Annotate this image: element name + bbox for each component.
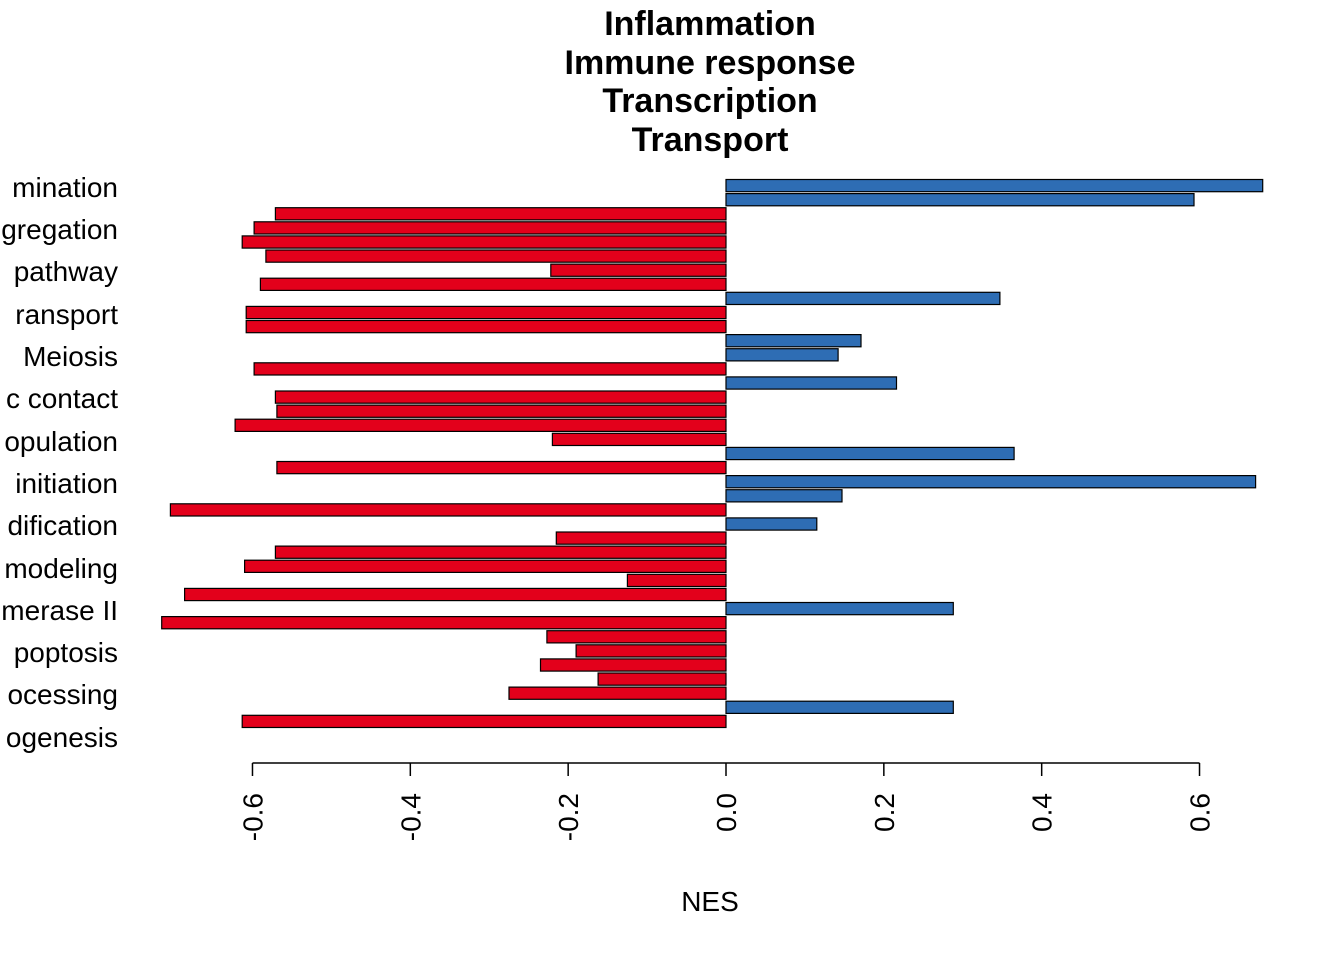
- bar-negative: [539, 658, 727, 672]
- bar-positive: [725, 291, 1001, 306]
- bar-negative: [274, 390, 727, 404]
- bar-positive: [725, 334, 862, 348]
- bar-positive: [725, 489, 843, 503]
- category-labels: mination gregation pathway ransport Meiosis c…: [1, 172, 118, 753]
- x-tick-label: -0.2: [553, 793, 584, 841]
- bar-positive: [725, 475, 1257, 489]
- category-label: mination: [12, 172, 118, 203]
- bar-negative: [550, 263, 727, 277]
- x-tick-label: 0.0: [711, 793, 742, 832]
- bars: [161, 178, 1264, 729]
- category-label: opulation: [4, 426, 118, 457]
- x-axis-label: NES: [681, 886, 739, 917]
- x-tick-label: 0.2: [869, 793, 900, 832]
- bar-negative: [575, 644, 727, 658]
- bar-positive: [725, 517, 818, 531]
- bar-negative: [276, 460, 727, 475]
- bar-negative: [169, 503, 727, 517]
- category-label: poptosis: [14, 637, 118, 668]
- bar-positive: [725, 376, 898, 390]
- bar-negative: [241, 714, 727, 729]
- bar-negative: [253, 221, 727, 235]
- bar-positive: [725, 193, 1195, 207]
- bar-negative: [276, 404, 727, 418]
- x-tick-label: 0.6: [1185, 793, 1216, 832]
- bar-negative: [546, 630, 727, 644]
- category-label: merase II: [1, 595, 118, 626]
- x-axis: -0.6 -0.4 -0.2 0.0 0.2 0.4 0.6: [238, 762, 1216, 841]
- bar-negative: [274, 207, 727, 221]
- x-tick-label: -0.4: [395, 793, 426, 841]
- category-label: modeling: [4, 553, 118, 584]
- bar-positive: [725, 700, 954, 715]
- category-label: pathway: [14, 256, 118, 287]
- bar-negative: [597, 672, 727, 686]
- bar-negative: [241, 235, 727, 249]
- bar-negative: [234, 418, 727, 433]
- title-line: Inflammation: [604, 5, 816, 43]
- bar-negative: [508, 686, 727, 700]
- bar-positive: [725, 601, 954, 616]
- bar-negative: [184, 587, 727, 602]
- bar-negative: [245, 319, 727, 334]
- title-line: Transport: [632, 121, 789, 159]
- bar-negative: [265, 249, 727, 263]
- category-label: ransport: [15, 299, 118, 330]
- bar-positive: [725, 446, 1015, 461]
- bar-negative: [555, 531, 727, 545]
- x-tick-label: 0.4: [1027, 793, 1058, 832]
- bar-negative: [245, 305, 727, 320]
- category-label: ogenesis: [6, 722, 118, 753]
- category-label: gregation: [1, 214, 118, 245]
- title-line: Immune response: [565, 44, 856, 82]
- category-label: dification: [7, 510, 118, 541]
- bar-negative: [274, 545, 727, 559]
- bar-negative: [244, 559, 727, 574]
- bar-negative: [253, 362, 727, 376]
- bar-negative: [626, 573, 727, 588]
- title-line: Transcription: [602, 82, 817, 120]
- bar-negative: [259, 277, 727, 292]
- bar-negative: [551, 432, 727, 447]
- category-label: ocessing: [7, 679, 118, 710]
- category-label: c contact: [6, 383, 118, 414]
- category-label: Meiosis: [23, 341, 118, 372]
- bar-positive: [725, 348, 839, 362]
- bar-positive: [725, 178, 1264, 193]
- bar-negative: [161, 615, 727, 630]
- x-tick-label: -0.6: [238, 793, 269, 841]
- category-label: initiation: [15, 468, 118, 499]
